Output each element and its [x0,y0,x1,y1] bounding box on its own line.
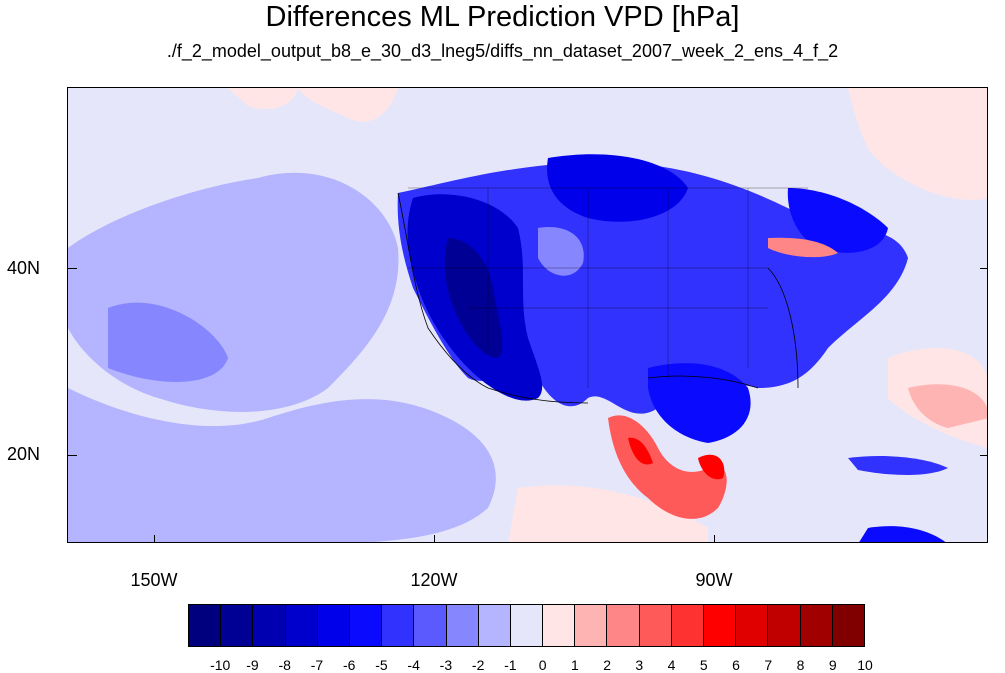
field-region-great-lakes [787,188,888,253]
colorbar-cell [575,605,608,646]
colorbar-cell [285,605,318,646]
colorbar-cell [221,605,254,646]
x-tick-120w [434,535,435,542]
colorbar-label: 1 [570,657,579,673]
field-region-pacific-mid [108,302,228,382]
field-region-pink-nw [298,88,398,122]
colorbar-label: 7 [764,657,773,673]
colorbar-label: -7 [310,657,324,673]
colorbar-label: 9 [828,657,837,673]
colorbar-label: -10 [210,657,231,673]
map-field [68,88,987,542]
field-region-pacific-south [68,388,496,542]
colorbar-cell [832,605,864,646]
colorbar-label: 5 [699,657,708,673]
colorbar-label: -4 [407,657,420,673]
field-region-gulf [648,363,751,443]
colorbar-cell [639,605,672,646]
field-region-pink-nw2 [228,88,298,109]
coastline-outline [397,192,799,404]
colorbar-label: -1 [504,657,517,673]
field-region-caribbean-south [859,526,946,542]
colorbar-label: 0 [538,657,547,673]
colorbar-label: -9 [246,657,259,673]
colorbar-cell [189,605,222,646]
colorbar-label: -6 [342,657,356,673]
colorbar-cell [736,605,769,646]
colorbar-label: 10 [857,657,873,673]
y-tick-label: 40N [6,258,40,278]
colorbar-label: 6 [732,657,740,673]
y-tick-20n [68,455,77,456]
colorbar-cell [317,605,350,646]
colorbar-label: 2 [603,657,611,673]
map-panel [67,87,988,543]
field-region-pink-ne [848,88,987,200]
field-region-pink-pacific-mex [508,485,708,542]
colorbar-label: -2 [471,657,485,673]
y-tick-20n-right [980,455,987,456]
field-region-caribbean-blue [848,456,948,475]
colorbar-label: -3 [439,657,453,673]
state-boundaries [408,187,808,388]
y-tick-label: 20N [6,444,40,464]
figure-subtitle: ./f_2_model_output_b8_e_30_d3_lneg5/diff… [166,41,839,61]
field-region-lakes-red [768,237,838,258]
colorbar-label: 8 [796,657,805,673]
field-region-us-lighter [538,227,584,276]
colorbar-cell [446,605,479,646]
colorbar-label: -8 [278,657,291,673]
field-region-mexico-bright [628,437,653,465]
x-tick-label: 120W [410,570,458,590]
colorbar-cell [510,605,544,646]
colorbar-label: 4 [667,657,676,673]
colorbar-cell [671,605,704,646]
colorbar-cell [607,605,640,646]
figure-title: Differences ML Prediction VPD [hPa] [265,1,740,33]
y-tick-40n-right [980,268,987,269]
field-region-pink-atlantic-dark [908,384,987,428]
colorbar-cell [543,605,576,646]
x-tick-90w [714,535,715,542]
x-tick-150w [154,535,155,542]
colorbar-cell [704,605,737,646]
colorbar-cell [478,605,511,646]
x-tick-label: 150W [130,570,178,590]
colorbar-cell [800,605,833,646]
colorbar-cell [414,605,447,646]
colorbar-label: 3 [635,657,644,673]
colorbar-cell [768,605,801,646]
colorbar [188,604,865,647]
y-tick-40n [68,268,77,269]
colorbar-cell [382,605,415,646]
colorbar-cell [253,605,286,646]
colorbar-cell [349,605,383,646]
field-region-mexico-bright2 [698,454,725,480]
colorbar-label: -5 [375,657,388,673]
x-tick-label: 90W [695,570,733,590]
